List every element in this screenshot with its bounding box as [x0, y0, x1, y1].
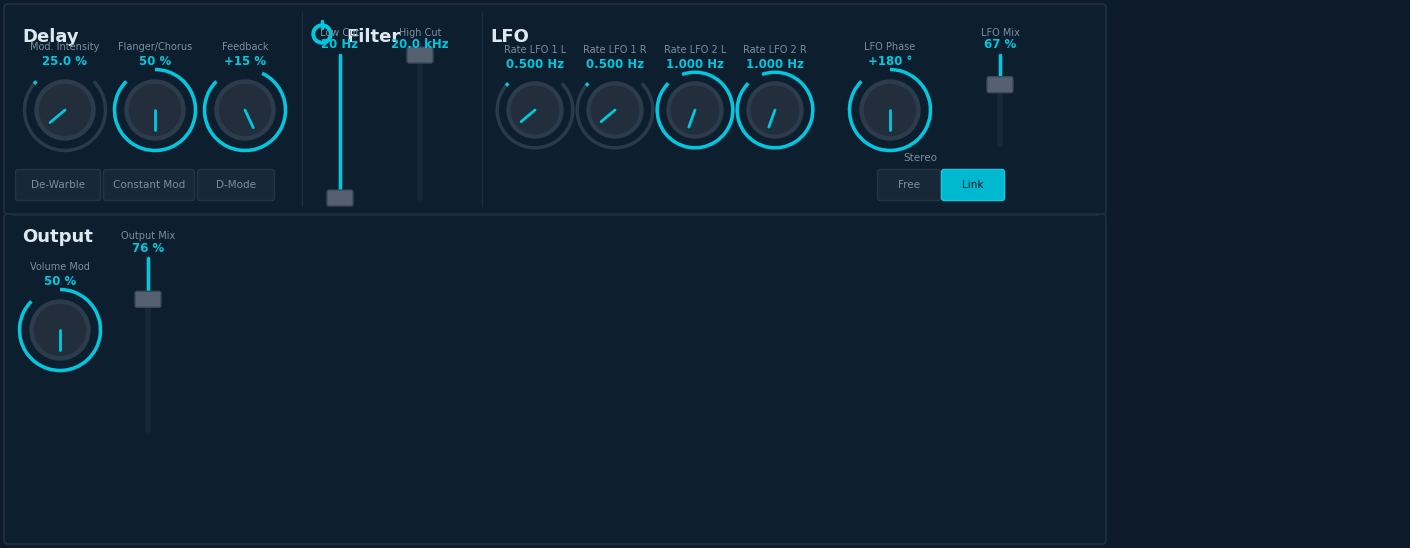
FancyBboxPatch shape	[16, 169, 100, 201]
Circle shape	[591, 86, 639, 134]
FancyBboxPatch shape	[4, 4, 1105, 214]
Text: Output: Output	[23, 228, 93, 246]
Text: De-Warble: De-Warble	[31, 180, 85, 190]
Circle shape	[508, 82, 563, 138]
Text: 0.500 Hz: 0.500 Hz	[587, 58, 644, 71]
Text: Feedback: Feedback	[221, 43, 268, 53]
Text: LFO Phase: LFO Phase	[864, 43, 915, 53]
FancyBboxPatch shape	[103, 169, 195, 201]
Text: Low Cut: Low Cut	[320, 28, 360, 38]
Circle shape	[747, 82, 804, 138]
Text: Link: Link	[962, 180, 984, 190]
Text: D-Mode: D-Mode	[216, 180, 257, 190]
Text: 50 %: 50 %	[44, 275, 76, 288]
Circle shape	[220, 84, 271, 135]
FancyBboxPatch shape	[407, 47, 433, 63]
Text: LFO: LFO	[491, 28, 529, 46]
Circle shape	[214, 80, 275, 140]
FancyBboxPatch shape	[987, 77, 1012, 93]
Text: Delay: Delay	[23, 28, 79, 46]
Text: Free: Free	[898, 180, 919, 190]
Circle shape	[312, 24, 331, 44]
Text: Rate LFO 1 R: Rate LFO 1 R	[584, 45, 647, 55]
Circle shape	[30, 300, 90, 360]
Text: Rate LFO 1 L: Rate LFO 1 L	[503, 45, 567, 55]
Text: Mod. Intensity: Mod. Intensity	[30, 43, 100, 53]
Text: High Cut: High Cut	[399, 28, 441, 38]
Circle shape	[125, 80, 185, 140]
Text: 1.000 Hz: 1.000 Hz	[666, 58, 723, 71]
Text: 25.0 %: 25.0 %	[42, 55, 87, 68]
Text: LFO Mix: LFO Mix	[980, 28, 1019, 38]
Circle shape	[130, 84, 180, 135]
Text: 76 %: 76 %	[133, 242, 164, 254]
Circle shape	[671, 86, 719, 134]
Text: Flanger/Chorus: Flanger/Chorus	[118, 43, 192, 53]
Text: Rate LFO 2 R: Rate LFO 2 R	[743, 45, 807, 55]
Circle shape	[35, 80, 94, 140]
Circle shape	[860, 80, 919, 140]
Text: Rate LFO 2 L: Rate LFO 2 L	[664, 45, 726, 55]
Text: Constant Mod: Constant Mod	[113, 180, 185, 190]
Text: Filter: Filter	[345, 28, 400, 46]
Circle shape	[752, 86, 799, 134]
Text: 20 Hz: 20 Hz	[321, 38, 358, 52]
FancyBboxPatch shape	[942, 169, 1004, 201]
FancyBboxPatch shape	[327, 190, 352, 206]
Text: 67 %: 67 %	[984, 38, 1017, 52]
Text: +15 %: +15 %	[224, 55, 266, 68]
Text: 0.500 Hz: 0.500 Hz	[506, 58, 564, 71]
Circle shape	[34, 305, 86, 356]
Text: +180 °: +180 °	[869, 55, 912, 68]
Text: Output Mix: Output Mix	[121, 231, 175, 241]
Circle shape	[667, 82, 723, 138]
Text: 1.000 Hz: 1.000 Hz	[746, 58, 804, 71]
FancyBboxPatch shape	[197, 169, 275, 201]
Circle shape	[512, 86, 558, 134]
Circle shape	[316, 28, 329, 40]
Text: 20.0 kHz: 20.0 kHz	[391, 38, 448, 52]
Text: 50 %: 50 %	[138, 55, 171, 68]
Circle shape	[39, 84, 90, 135]
Text: Volume Mod: Volume Mod	[30, 262, 90, 272]
FancyBboxPatch shape	[4, 214, 1105, 544]
Text: Stereo: Stereo	[902, 153, 938, 163]
Circle shape	[587, 82, 643, 138]
FancyBboxPatch shape	[877, 169, 940, 201]
Circle shape	[864, 84, 915, 135]
FancyBboxPatch shape	[135, 292, 161, 307]
